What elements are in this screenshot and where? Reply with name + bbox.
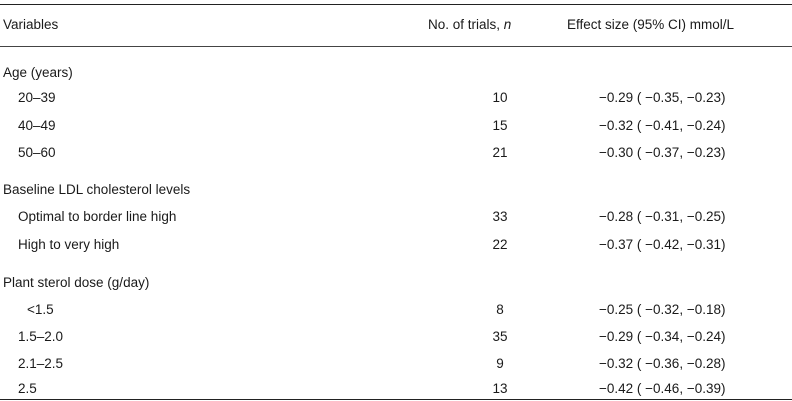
table-header-row: Variables No. of trials, n Effect size (… xyxy=(0,15,792,35)
group-title: Plant sterol dose (g/day) xyxy=(3,275,150,290)
row-trials: 13 xyxy=(492,381,508,396)
row-label: 20–39 xyxy=(18,90,56,105)
row-label: 1.5–2.0 xyxy=(18,329,64,344)
table-top-rule xyxy=(0,4,792,5)
row-effect: −0.29 ( −0.34, −0.24) xyxy=(599,329,726,344)
row-trials: 10 xyxy=(492,90,508,105)
row-effect: −0.25 ( −0.32, −0.18) xyxy=(599,302,726,317)
row-label: 40–49 xyxy=(18,118,56,133)
row-trials: 8 xyxy=(496,302,504,317)
table-row: High to very high 22 −0.37 ( −0.42, −0.3… xyxy=(0,235,792,255)
header-effect-size: Effect size (95% CI) mmol/L xyxy=(567,17,735,32)
row-trials: 15 xyxy=(492,118,508,133)
row-effect: −0.42 ( −0.46, −0.39) xyxy=(599,381,726,396)
group-title: Age (years) xyxy=(3,65,73,80)
group-title-row: Baseline LDL cholesterol levels xyxy=(0,180,792,200)
header-variables: Variables xyxy=(3,17,59,32)
row-effect: −0.32 ( −0.36, −0.28) xyxy=(599,356,726,371)
table-row: 2.5 13 −0.42 ( −0.46, −0.39) xyxy=(0,379,792,399)
row-effect: −0.37 ( −0.42, −0.31) xyxy=(599,237,726,252)
table-header-rule xyxy=(0,46,792,47)
row-label: 2.1–2.5 xyxy=(18,356,64,371)
table-row: 1.5–2.0 35 −0.29 ( −0.34, −0.24) xyxy=(0,327,792,347)
table-bottom-rule xyxy=(0,399,792,400)
header-trials: No. of trials, n xyxy=(428,15,511,35)
row-label: <1.5 xyxy=(27,302,54,317)
table-row: 50–60 21 −0.30 ( −0.37, −0.23) xyxy=(0,143,792,163)
table-row: 20–39 10 −0.29 ( −0.35, −0.23) xyxy=(0,88,792,108)
row-effect: −0.30 ( −0.37, −0.23) xyxy=(599,145,726,160)
header-trials-n: n xyxy=(503,17,512,32)
row-trials: 21 xyxy=(492,145,508,160)
row-trials: 22 xyxy=(492,237,508,252)
table-row: 40–49 15 −0.32 ( −0.41, −0.24) xyxy=(0,116,792,136)
row-effect: −0.32 ( −0.41, −0.24) xyxy=(599,118,726,133)
group-title: Baseline LDL cholesterol levels xyxy=(3,182,191,197)
row-effect: −0.29 ( −0.35, −0.23) xyxy=(599,90,726,105)
table-row: <1.5 8 −0.25 ( −0.32, −0.18) xyxy=(0,300,792,320)
group-title-row: Age (years) xyxy=(0,63,792,83)
row-trials: 33 xyxy=(492,209,508,224)
row-label: Optimal to border line high xyxy=(18,209,177,224)
table-row: 2.1–2.5 9 −0.32 ( −0.36, −0.28) xyxy=(0,354,792,374)
row-label: 50–60 xyxy=(18,145,56,160)
row-label: High to very high xyxy=(18,237,120,252)
group-title-row: Plant sterol dose (g/day) xyxy=(0,273,792,293)
header-trials-label: No. of trials, xyxy=(428,17,504,32)
row-trials: 9 xyxy=(496,356,504,371)
table-row: Optimal to border line high 33 −0.28 ( −… xyxy=(0,207,792,227)
row-effect: −0.28 ( −0.31, −0.25) xyxy=(599,209,726,224)
row-trials: 35 xyxy=(492,329,508,344)
row-label: 2.5 xyxy=(18,381,37,396)
